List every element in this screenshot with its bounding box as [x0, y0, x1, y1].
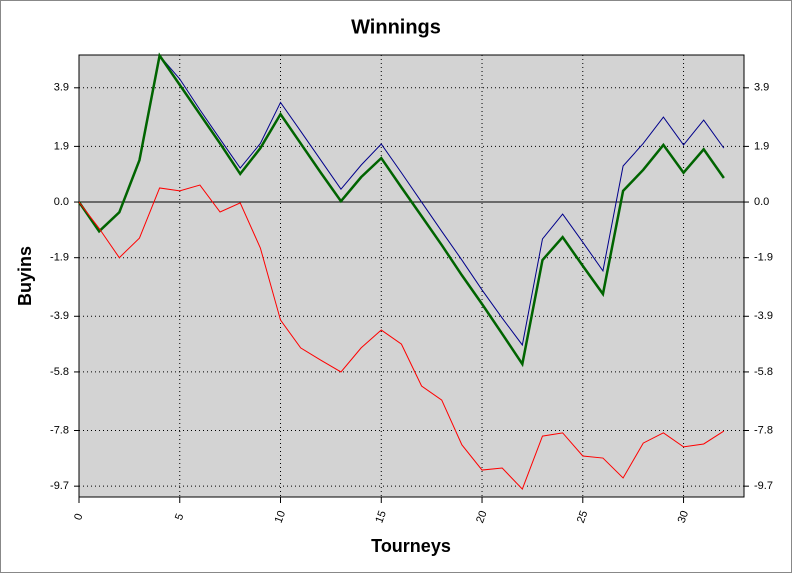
x-tick-label: 5	[173, 512, 186, 522]
x-tick-label: 20	[474, 509, 489, 525]
y-axis-title: Buyins	[15, 246, 35, 306]
x-tick-label: 30	[676, 509, 691, 525]
y2-tick-label: -1.9	[754, 252, 773, 264]
y2-tick-label: 0.0	[754, 196, 769, 208]
y2-tick-label: -9.7	[754, 480, 773, 492]
y2-tick-label: -7.8	[754, 424, 773, 436]
y-tick-label: -7.8	[50, 424, 69, 436]
series-line	[77, 52, 725, 368]
y-tick-label: 1.9	[54, 140, 69, 152]
y2-tick-label: -5.8	[754, 366, 773, 378]
y2-tick-label: -3.9	[754, 310, 773, 322]
plot-area	[78, 54, 745, 498]
y-tick-label: -5.8	[50, 366, 69, 378]
y-tick-label: 0.0	[54, 196, 69, 208]
x-tick-label: 15	[373, 509, 388, 525]
x-tick-label: 10	[273, 509, 288, 525]
series-line	[78, 184, 725, 491]
y-tick-label: -9.7	[50, 480, 69, 492]
y-tick-label: -1.9	[50, 252, 69, 264]
y-tick-label: 3.9	[54, 82, 69, 94]
series-line	[78, 54, 725, 347]
x-tick-label: 25	[575, 509, 590, 525]
y2-tick-label: 1.9	[754, 140, 769, 152]
y2-tick-label: 3.9	[754, 82, 769, 94]
y-tick-label: -3.9	[50, 310, 69, 322]
x-axis-title: Tourneys	[371, 536, 451, 556]
chart-title: Winnings	[351, 16, 441, 38]
x-tick-label: 0	[72, 512, 85, 522]
